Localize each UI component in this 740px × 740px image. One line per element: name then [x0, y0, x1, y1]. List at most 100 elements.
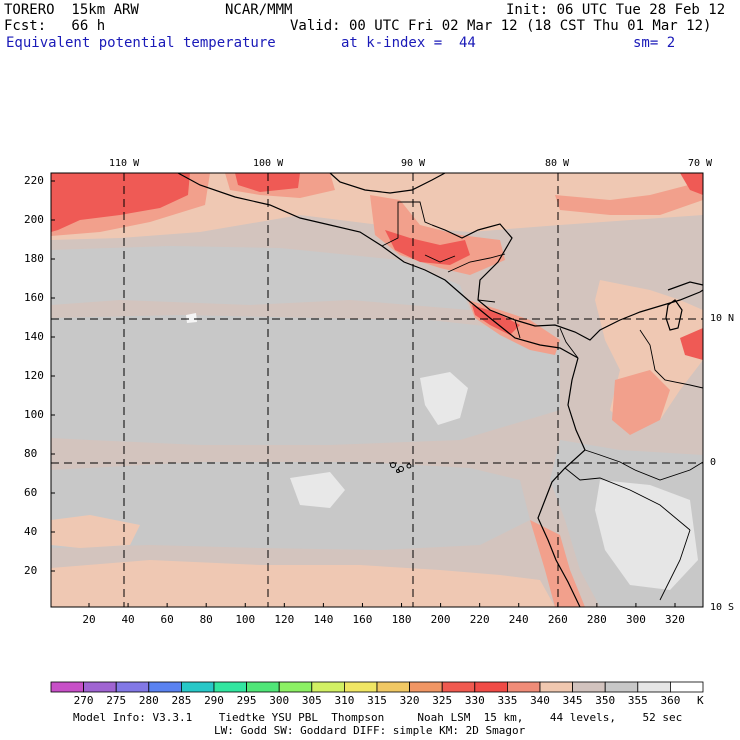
colorbar-label: 325	[432, 694, 453, 707]
colorbar-swatch	[50, 681, 84, 693]
y-tick-label: 120	[24, 369, 44, 382]
colorbar-label: 320	[399, 694, 420, 707]
field-hot-venezuela	[680, 328, 703, 360]
y-tick-label: 80	[24, 447, 38, 460]
colorbar-label: 310	[334, 694, 355, 707]
x-tick-label: 260	[547, 613, 568, 626]
border-mexico-guatemala	[381, 201, 433, 247]
lon-label-90w: 90 W	[401, 158, 426, 169]
colorbar-swatch	[539, 681, 573, 693]
field-pink-caribbean	[555, 182, 703, 215]
axis-ticks	[51, 180, 676, 607]
field-band-gray-north	[51, 246, 470, 310]
colorbar-swatch	[604, 681, 639, 693]
lake-maracaibo	[665, 299, 683, 331]
colorbar-label: 280	[138, 694, 159, 707]
x-tick-label: 60	[160, 613, 174, 626]
country-borders	[381, 201, 704, 601]
x-tick-label: 300	[625, 613, 646, 626]
colorbar-label: 290	[204, 694, 224, 707]
x-tick-label: 200	[430, 613, 451, 626]
lat-label-10s: 10 S	[710, 602, 735, 613]
colorbar-swatch	[409, 681, 443, 693]
x-tick-label: 120	[274, 613, 295, 626]
model-info-line1: Model Info: V3.3.1 Tiedtke YSU PBL Thomp…	[73, 711, 683, 724]
field-white-pacific-central	[420, 372, 468, 425]
x-tick-label: 320	[665, 613, 685, 626]
model-info-line2: LW: Godd SW: Goddard DIFF: simple KM: 2D…	[214, 724, 526, 737]
border-panama-colombia	[559, 327, 579, 359]
field-name: Equivalent potential temperature	[6, 35, 276, 51]
model-title: TORERO 15km ARW	[4, 2, 139, 18]
org-label: NCAR/MMM	[225, 2, 293, 18]
field-hot-guatemala	[385, 230, 470, 265]
y-tick-label: 40	[24, 525, 38, 538]
y-tick-label: 60	[24, 486, 38, 499]
colorbar-label: 330	[464, 694, 485, 707]
coastlines	[177, 172, 704, 608]
colorbar-label: 340	[530, 694, 550, 707]
field-pink-colombia	[612, 370, 670, 435]
lon-label-100w: 100 W	[253, 158, 284, 169]
map-frame	[50, 172, 704, 608]
colorbar-swatch	[376, 681, 410, 693]
colorbar-label: 360	[660, 694, 681, 707]
lat-label-0: 0	[710, 457, 717, 468]
field-white-speck-north	[186, 313, 197, 323]
y-tick-label: 220	[24, 174, 44, 187]
border-guatemala-honduras	[424, 254, 456, 263]
y-tick-label: 180	[24, 252, 44, 265]
level-label: at k-index = 44	[341, 35, 476, 51]
colorbar-swatch	[474, 681, 508, 693]
colorbar-swatch	[83, 681, 117, 693]
colorbar-label: 345	[562, 694, 583, 707]
x-tick-label: 140	[313, 613, 334, 626]
field-band-warm-southwest	[51, 515, 140, 548]
colorbar-swatch	[115, 681, 150, 693]
border-colombia-ecuador	[584, 449, 636, 471]
field-band-gray-south	[51, 462, 530, 550]
field-hot-pacific-nw	[51, 173, 190, 232]
colorbar-swatch	[343, 681, 378, 693]
x-tick-label: 100	[235, 613, 256, 626]
coast-venezuela	[667, 281, 704, 291]
x-tick-label: 280	[586, 613, 607, 626]
x-tick-label: 80	[199, 613, 213, 626]
border-peru-brazil	[659, 529, 691, 601]
smoothing-label: sm= 2	[633, 35, 676, 51]
colorbar-swatch	[506, 681, 541, 693]
colorbar-label: 285	[171, 694, 192, 707]
coast-central-america-caribbean	[431, 223, 704, 341]
border-colombia-peru	[634, 461, 704, 481]
colorbar-swatch	[246, 681, 280, 693]
colorbar-swatch	[311, 681, 345, 693]
x-tick-label: 240	[508, 613, 529, 626]
colorbar-unit: K	[697, 694, 704, 707]
colorbar-swatch	[637, 681, 671, 693]
colorbar-swatch	[572, 681, 606, 693]
border-costarica-panama	[514, 319, 521, 339]
field-white-amazon	[595, 480, 698, 590]
coast-mexico-pacific	[177, 172, 579, 359]
border-colombia-venezuela	[639, 329, 704, 389]
graticule	[51, 173, 703, 607]
x-tick-label: 40	[121, 613, 135, 626]
lon-label-80w: 80 W	[545, 158, 570, 169]
colorbar-label: 300	[269, 694, 290, 707]
init-time: Init: 06 UTC Tue 28 Feb 12	[506, 2, 726, 18]
x-tick-label: 180	[391, 613, 412, 626]
field-band-gray-central	[51, 315, 560, 445]
colorbar-swatch	[213, 681, 247, 693]
y-tick-label: 160	[24, 291, 44, 304]
y-tick-label: 200	[24, 213, 44, 226]
field-hot-mexico	[235, 173, 300, 192]
colorbar-label: 355	[627, 694, 648, 707]
colorbar-label: 315	[367, 694, 387, 707]
colorbar-swatch	[670, 681, 704, 693]
coast-colombia-pacific	[537, 357, 586, 608]
lon-label-110w: 110 W	[109, 158, 140, 169]
colorbar-label: 305	[301, 694, 322, 707]
colorbar-swatch	[180, 681, 215, 693]
colorbar-label: 295	[236, 694, 257, 707]
